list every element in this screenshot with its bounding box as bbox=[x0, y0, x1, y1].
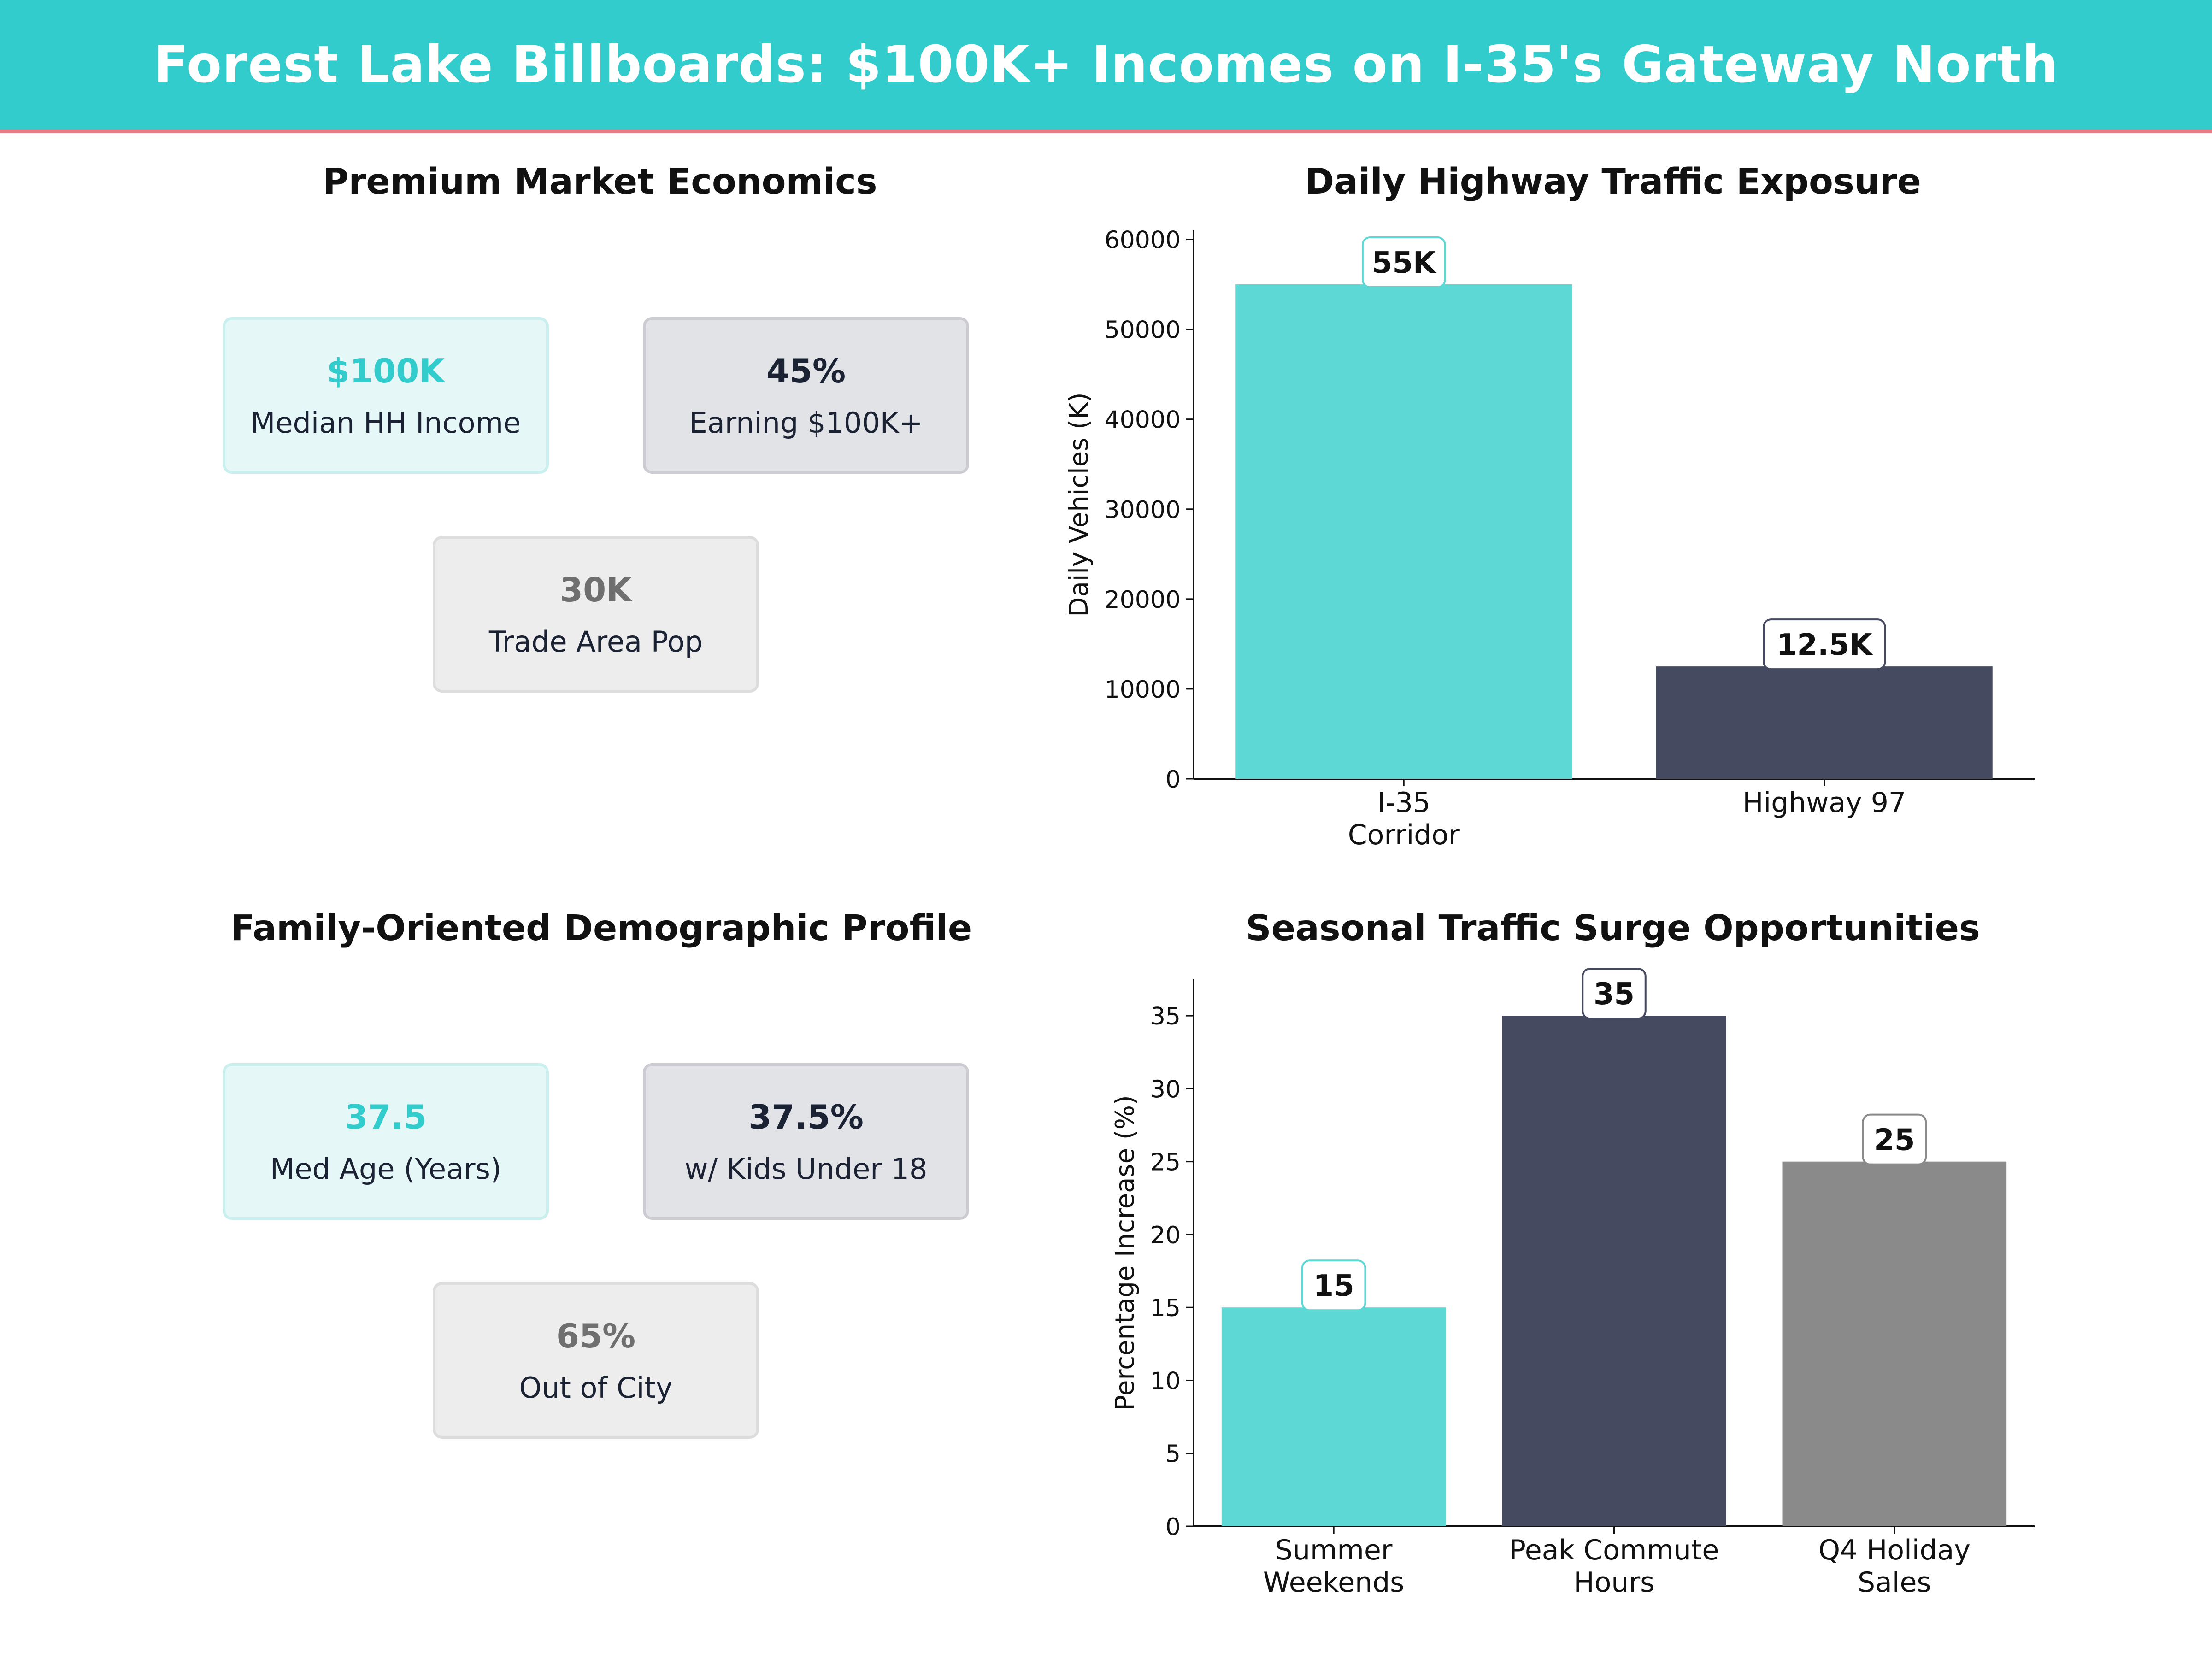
data-label: 25 bbox=[1874, 1124, 1915, 1158]
x-tick-label: Summer Weekends bbox=[1263, 1534, 1405, 1599]
page-title: Forest Lake Billboards: $100K+ Incomes o… bbox=[153, 35, 2059, 94]
kpi-value: 65% bbox=[556, 1316, 636, 1355]
bar bbox=[1235, 284, 1572, 779]
data-label-box bbox=[1582, 968, 1647, 1020]
data-label-box bbox=[1301, 1259, 1366, 1312]
y-tick-label: 20 bbox=[1150, 1222, 1181, 1249]
kpi-card-trade-area-pop: 30K Trade Area Pop bbox=[433, 536, 759, 693]
data-label-box bbox=[1361, 236, 1446, 288]
bar bbox=[1656, 666, 1993, 779]
kpi-value: 37.5% bbox=[748, 1097, 864, 1136]
kpi-label: w/ Kids Under 18 bbox=[684, 1152, 928, 1186]
y-tick-label: 30000 bbox=[1105, 496, 1181, 524]
data-label-box bbox=[1862, 1113, 1927, 1165]
y-tick-label: 5 bbox=[1165, 1441, 1181, 1468]
kpi-card-kids-under-18: 37.5% w/ Kids Under 18 bbox=[643, 1063, 969, 1220]
kpi-card-out-of-city: 65% Out of City bbox=[433, 1282, 759, 1439]
kpi-label: Earning $100K+ bbox=[689, 406, 923, 440]
demographics-panel-title: Family-Oriented Demographic Profile bbox=[230, 908, 972, 949]
data-label: 12.5K bbox=[1777, 628, 1873, 662]
bar bbox=[1782, 1161, 2007, 1526]
kpi-label: Out of City bbox=[519, 1371, 673, 1405]
kpi-label: Med Age (Years) bbox=[270, 1152, 502, 1186]
data-label: 35 bbox=[1594, 977, 1635, 1012]
y-tick-label: 25 bbox=[1150, 1149, 1181, 1177]
y-tick-label: 10000 bbox=[1105, 676, 1181, 704]
y-tick-label: 0 bbox=[1165, 1513, 1181, 1541]
seasonal-chart-title: Seasonal Traffic Surge Opportunities bbox=[1246, 908, 1980, 949]
kpi-value: 37.5 bbox=[345, 1097, 427, 1136]
y-tick-label: 50000 bbox=[1105, 317, 1181, 344]
data-label-box bbox=[1763, 618, 1886, 671]
y-tick-label: 10 bbox=[1150, 1367, 1181, 1395]
kpi-value: 30K bbox=[560, 570, 632, 609]
y-tick-label: 20000 bbox=[1105, 586, 1181, 614]
x-tick-label: I-35 Corridor bbox=[1348, 787, 1460, 851]
kpi-value: $100K bbox=[326, 351, 445, 390]
y-axis-label: Percentage Increase (%) bbox=[1110, 1095, 1140, 1411]
kpi-label: Trade Area Pop bbox=[488, 624, 703, 659]
kpi-card-median-income: $100K Median HH Income bbox=[223, 317, 549, 474]
data-label: 55K bbox=[1372, 246, 1437, 280]
kpi-value: 45% bbox=[766, 351, 846, 390]
x-tick-label: Highway 97 bbox=[1742, 787, 1906, 819]
y-tick-label: 30 bbox=[1150, 1076, 1181, 1103]
y-tick-label: 40000 bbox=[1105, 406, 1181, 434]
x-tick-label: Q4 Holiday Sales bbox=[1818, 1534, 1971, 1599]
data-label: 15 bbox=[1313, 1269, 1354, 1303]
kpi-card-median-age: 37.5 Med Age (Years) bbox=[223, 1063, 549, 1220]
traffic-chart-title: Daily Highway Traffic Exposure bbox=[1305, 161, 1921, 202]
header-banner: Forest Lake Billboards: $100K+ Incomes o… bbox=[0, 0, 2212, 133]
kpi-card-earning-100k: 45% Earning $100K+ bbox=[643, 317, 969, 474]
y-tick-label: 15 bbox=[1150, 1294, 1181, 1322]
y-tick-label: 60000 bbox=[1105, 227, 1181, 254]
bar bbox=[1502, 1016, 1726, 1526]
y-axis-label: Daily Vehicles (K) bbox=[1064, 392, 1094, 617]
bar bbox=[1221, 1307, 1446, 1526]
economics-panel-title: Premium Market Economics bbox=[323, 161, 877, 202]
y-tick-label: 35 bbox=[1150, 1003, 1181, 1030]
x-tick-label: Peak Commute Hours bbox=[1509, 1534, 1719, 1599]
kpi-label: Median HH Income bbox=[250, 406, 521, 440]
y-tick-label: 0 bbox=[1165, 766, 1181, 794]
